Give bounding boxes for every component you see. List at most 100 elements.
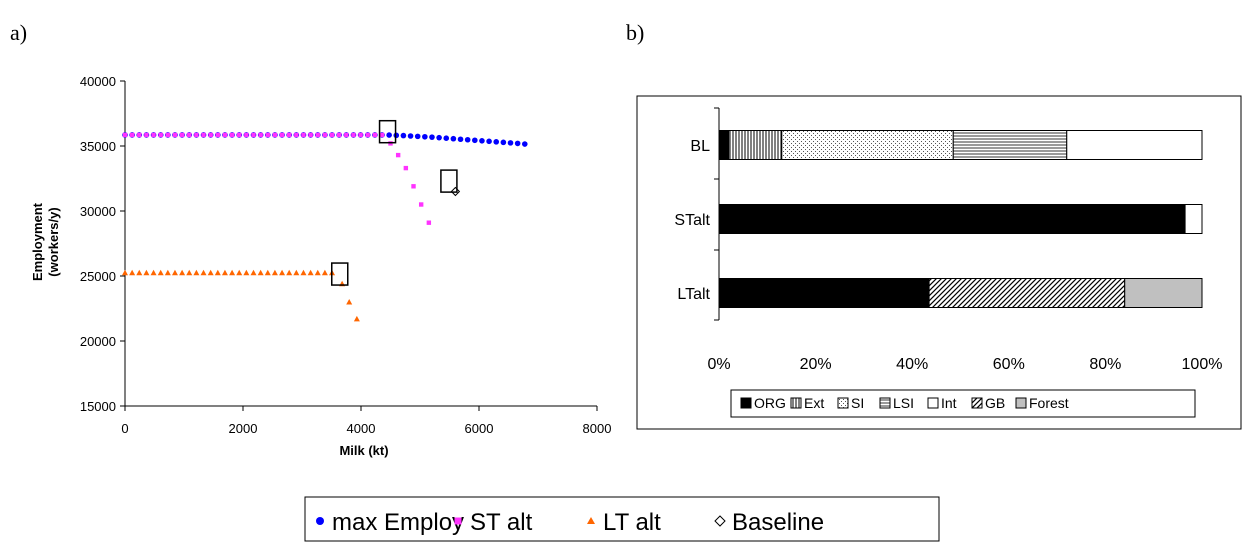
legend-label-forest: Forest bbox=[1029, 395, 1069, 411]
legend-label-int: Int bbox=[941, 395, 957, 411]
point-lt-alt bbox=[293, 269, 300, 276]
point-st-alt bbox=[172, 132, 178, 138]
legend-swatch-org bbox=[740, 397, 752, 409]
point-st-alt bbox=[137, 132, 142, 138]
bottom-legend-frame bbox=[304, 496, 940, 542]
y-tick-label: 25000 bbox=[80, 269, 116, 284]
point-st-alt bbox=[201, 132, 206, 138]
bottom-legend-marker-baseline bbox=[714, 515, 726, 527]
point-st-alt bbox=[322, 132, 328, 138]
point-lt-alt bbox=[346, 299, 353, 305]
point-max-employ bbox=[514, 140, 521, 147]
b-x-tick-label: 40% bbox=[896, 356, 928, 373]
point-st-alt bbox=[144, 132, 149, 138]
legend-swatch-ext bbox=[790, 397, 802, 409]
point-lt-alt bbox=[179, 269, 186, 276]
point-lt-alt bbox=[257, 269, 264, 276]
category-label: LTalt bbox=[677, 286, 710, 303]
point-max-employ bbox=[464, 136, 471, 143]
point-st-alt bbox=[308, 132, 313, 138]
point-max-employ bbox=[493, 139, 500, 145]
point-lt-alt bbox=[143, 269, 150, 276]
point-lt-alt bbox=[236, 269, 243, 276]
point-max-employ bbox=[457, 136, 464, 143]
point-lt-alt bbox=[207, 269, 214, 276]
b-x-tick-label: 100% bbox=[1182, 356, 1223, 373]
panel-a-label: a) bbox=[10, 20, 28, 45]
point-st-alt bbox=[315, 132, 320, 138]
point-st-alt bbox=[286, 132, 292, 138]
bottom-legend-label: ST alt bbox=[470, 509, 533, 536]
legend-label-org: ORG bbox=[754, 395, 786, 411]
point-lt-alt bbox=[221, 269, 228, 276]
point-lt-alt bbox=[300, 269, 307, 276]
chart-b-frame bbox=[636, 95, 1242, 430]
legend-swatch-forest bbox=[1015, 397, 1027, 409]
point-lt-alt bbox=[200, 269, 207, 276]
point-max-employ bbox=[422, 133, 428, 140]
bar-ltalt-org bbox=[718, 278, 930, 308]
point-max-employ bbox=[407, 133, 414, 139]
chart-a-axes: 15000 20000 25000 30000 35000 40000 0 2000 4000 6… bbox=[80, 74, 612, 436]
panel-b-label: b) bbox=[626, 20, 645, 45]
point-lt-alt bbox=[157, 269, 164, 276]
point-st-alt bbox=[179, 132, 185, 138]
point-lt-alt bbox=[129, 269, 136, 276]
point-max-employ bbox=[472, 137, 478, 144]
point-st-alt bbox=[336, 132, 342, 138]
point-lt-alt bbox=[314, 269, 321, 276]
point-st-alt bbox=[365, 132, 370, 138]
point-st-alt bbox=[279, 132, 285, 138]
point-lt-alt bbox=[286, 269, 293, 276]
point-st-alt bbox=[294, 132, 299, 138]
point-lt-alt bbox=[243, 269, 250, 276]
point-st-alt bbox=[187, 132, 192, 138]
highlight-box bbox=[331, 262, 349, 286]
point-lt-alt bbox=[164, 269, 171, 276]
point-max-employ bbox=[429, 134, 435, 140]
point-st-alt bbox=[265, 132, 270, 138]
bottom-legend-marker-max-employ bbox=[316, 517, 324, 525]
legend-swatch-lsi bbox=[879, 397, 891, 409]
point-st-alt bbox=[426, 220, 432, 225]
legend-label-gb: GB bbox=[985, 395, 1005, 411]
x-tick-label: 8000 bbox=[583, 421, 612, 436]
point-lt-alt bbox=[250, 269, 257, 276]
point-lt-alt bbox=[171, 269, 178, 276]
legend-swatch-si bbox=[837, 397, 849, 409]
point-lt-alt bbox=[271, 269, 278, 276]
point-st-alt bbox=[222, 132, 228, 138]
x-tick-label: 6000 bbox=[465, 421, 494, 436]
point-lt-alt bbox=[150, 269, 157, 276]
legend-label-si: SI bbox=[851, 395, 864, 411]
point-max-employ bbox=[386, 132, 392, 138]
point-st-alt bbox=[301, 132, 306, 138]
b-x-tick-label: 20% bbox=[800, 356, 832, 373]
point-st-alt bbox=[129, 132, 135, 138]
point-st-alt bbox=[215, 132, 221, 138]
y-tick-label: 20000 bbox=[80, 334, 116, 349]
bar-bl-si bbox=[781, 130, 954, 160]
x-axis-title: Milk (kt) bbox=[339, 443, 388, 458]
point-lt-alt bbox=[136, 269, 143, 276]
point-st-alt bbox=[344, 132, 349, 138]
point-lt-alt bbox=[186, 269, 193, 276]
point-st-alt bbox=[244, 132, 249, 138]
point-max-employ bbox=[500, 139, 507, 146]
bar-stalt-org bbox=[718, 204, 1186, 234]
point-st-alt bbox=[329, 132, 335, 138]
b-x-tick-label: 60% bbox=[993, 356, 1025, 373]
point-max-employ bbox=[443, 135, 450, 141]
point-lt-alt bbox=[353, 315, 360, 322]
point-max-employ bbox=[400, 132, 407, 139]
highlight-box bbox=[378, 119, 397, 144]
point-lt-alt bbox=[307, 269, 314, 276]
point-st-alt bbox=[403, 165, 409, 171]
point-st-alt bbox=[229, 132, 235, 138]
point-st-alt bbox=[372, 132, 378, 138]
x-tick-label: 2000 bbox=[229, 421, 258, 436]
x-tick-label: 4000 bbox=[347, 421, 376, 436]
